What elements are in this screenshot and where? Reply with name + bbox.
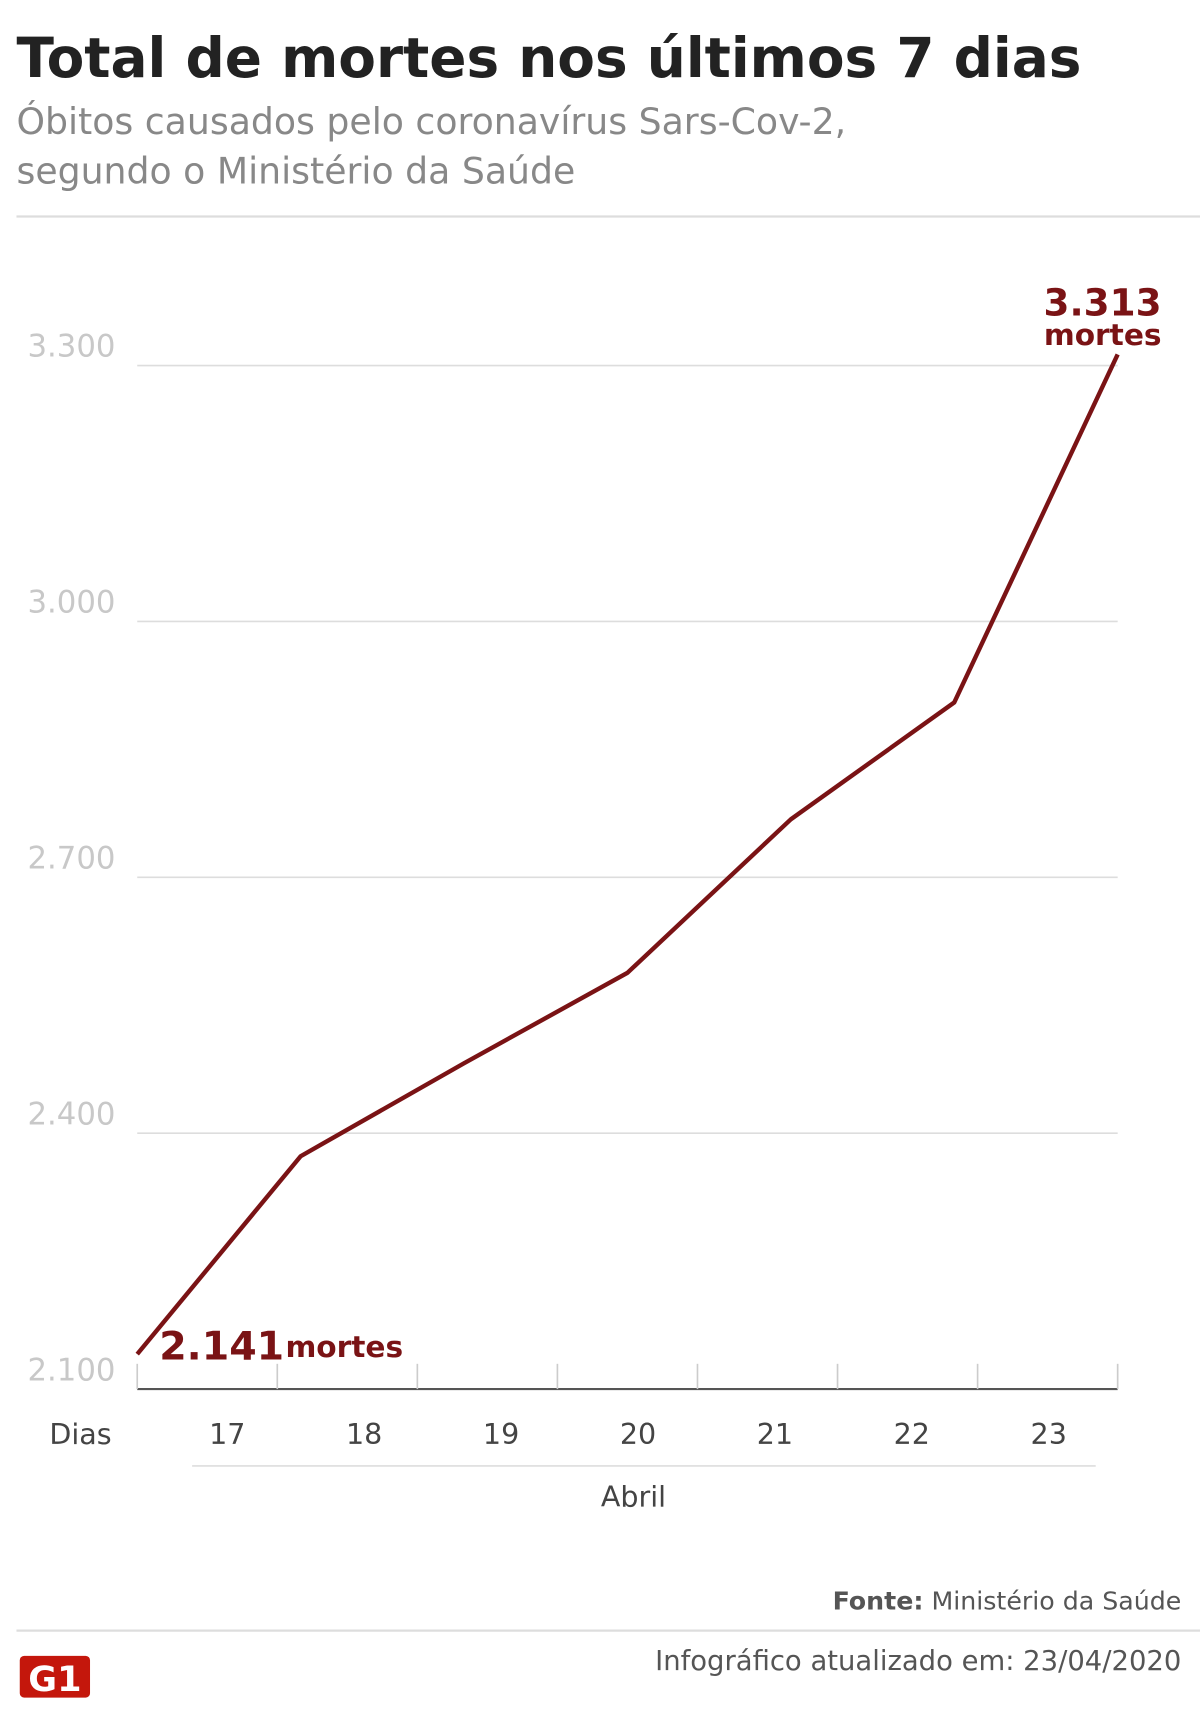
y-tick-label: 3.300 <box>27 329 115 365</box>
value-unit: mortes <box>285 1329 403 1364</box>
value-label: 2.141 <box>159 1323 284 1369</box>
x-axis-label: Dias <box>49 1418 111 1451</box>
x-tick-label: 19 <box>483 1418 519 1451</box>
data-line <box>135 353 1120 1356</box>
chart-title: Total de mortes nos últimos 7 dias <box>16 26 1081 90</box>
y-tick-label: 2.700 <box>27 841 115 877</box>
x-group-label: Abril <box>601 1481 666 1514</box>
x-tick-label: 17 <box>209 1418 245 1451</box>
footer: Infográfico atualizado em: 23/04/2020 <box>655 1646 1181 1677</box>
x-tick-label: 20 <box>620 1418 656 1451</box>
x-tick-label: 22 <box>894 1418 930 1451</box>
chart-subtitle: Óbitos causados pelo coronavírus Sars-Co… <box>16 100 846 143</box>
y-tick-label: 2.100 <box>27 1352 115 1388</box>
value-unit: mortes <box>1044 317 1162 352</box>
logo: G1 <box>19 1655 91 1700</box>
x-tick-label: 23 <box>1031 1418 1067 1451</box>
chart-subtitle: segundo o Ministério da Saúde <box>16 150 575 193</box>
x-tick-label: 21 <box>757 1418 793 1451</box>
svg-text:G1: G1 <box>28 1659 81 1700</box>
source: Fonte: Ministério da Saúde <box>833 1587 1182 1616</box>
source-text: Ministério da Saúde <box>931 1587 1181 1616</box>
x-tick-label: 18 <box>346 1418 382 1451</box>
y-tick-label: 2.400 <box>27 1096 115 1132</box>
value-label: 3.313 <box>1044 280 1162 324</box>
source-label: Fonte: <box>833 1587 924 1616</box>
y-tick-label: 3.000 <box>27 585 115 621</box>
